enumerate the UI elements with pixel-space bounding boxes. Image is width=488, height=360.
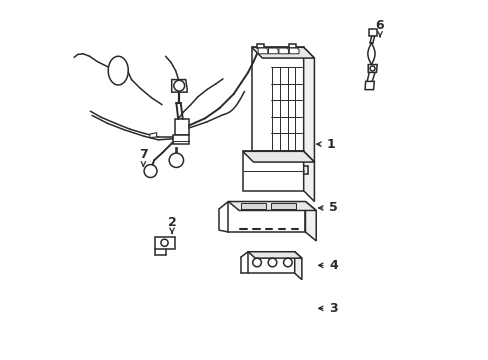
Text: 2: 2 (167, 216, 176, 229)
Circle shape (283, 258, 292, 267)
Polygon shape (268, 48, 278, 54)
Polygon shape (368, 30, 376, 36)
Text: 1: 1 (325, 138, 334, 150)
Polygon shape (228, 202, 305, 232)
Circle shape (252, 258, 261, 267)
Polygon shape (305, 202, 316, 241)
Text: 4: 4 (328, 259, 337, 272)
Polygon shape (257, 44, 264, 48)
Polygon shape (367, 64, 376, 72)
Polygon shape (247, 252, 301, 258)
Polygon shape (228, 202, 316, 211)
Text: 7: 7 (139, 148, 147, 161)
Circle shape (267, 258, 276, 267)
Polygon shape (303, 47, 314, 162)
Polygon shape (155, 237, 174, 249)
Circle shape (369, 66, 374, 71)
Polygon shape (251, 47, 303, 151)
Polygon shape (242, 151, 314, 162)
Text: 3: 3 (328, 302, 337, 315)
Polygon shape (247, 252, 294, 273)
Polygon shape (289, 44, 296, 48)
Polygon shape (174, 119, 188, 135)
Polygon shape (171, 80, 187, 92)
Polygon shape (278, 48, 288, 54)
Text: 6: 6 (375, 19, 384, 32)
Circle shape (174, 80, 184, 91)
Polygon shape (303, 151, 314, 202)
Circle shape (144, 165, 157, 177)
Polygon shape (271, 203, 296, 209)
Polygon shape (149, 133, 156, 138)
Circle shape (169, 153, 183, 167)
Polygon shape (289, 48, 298, 54)
Text: 5: 5 (328, 202, 337, 215)
Polygon shape (241, 203, 265, 209)
Polygon shape (258, 48, 267, 54)
Polygon shape (172, 135, 188, 144)
Polygon shape (364, 81, 373, 90)
Polygon shape (251, 47, 314, 58)
Polygon shape (294, 252, 301, 280)
Polygon shape (242, 151, 303, 191)
Circle shape (161, 239, 168, 246)
